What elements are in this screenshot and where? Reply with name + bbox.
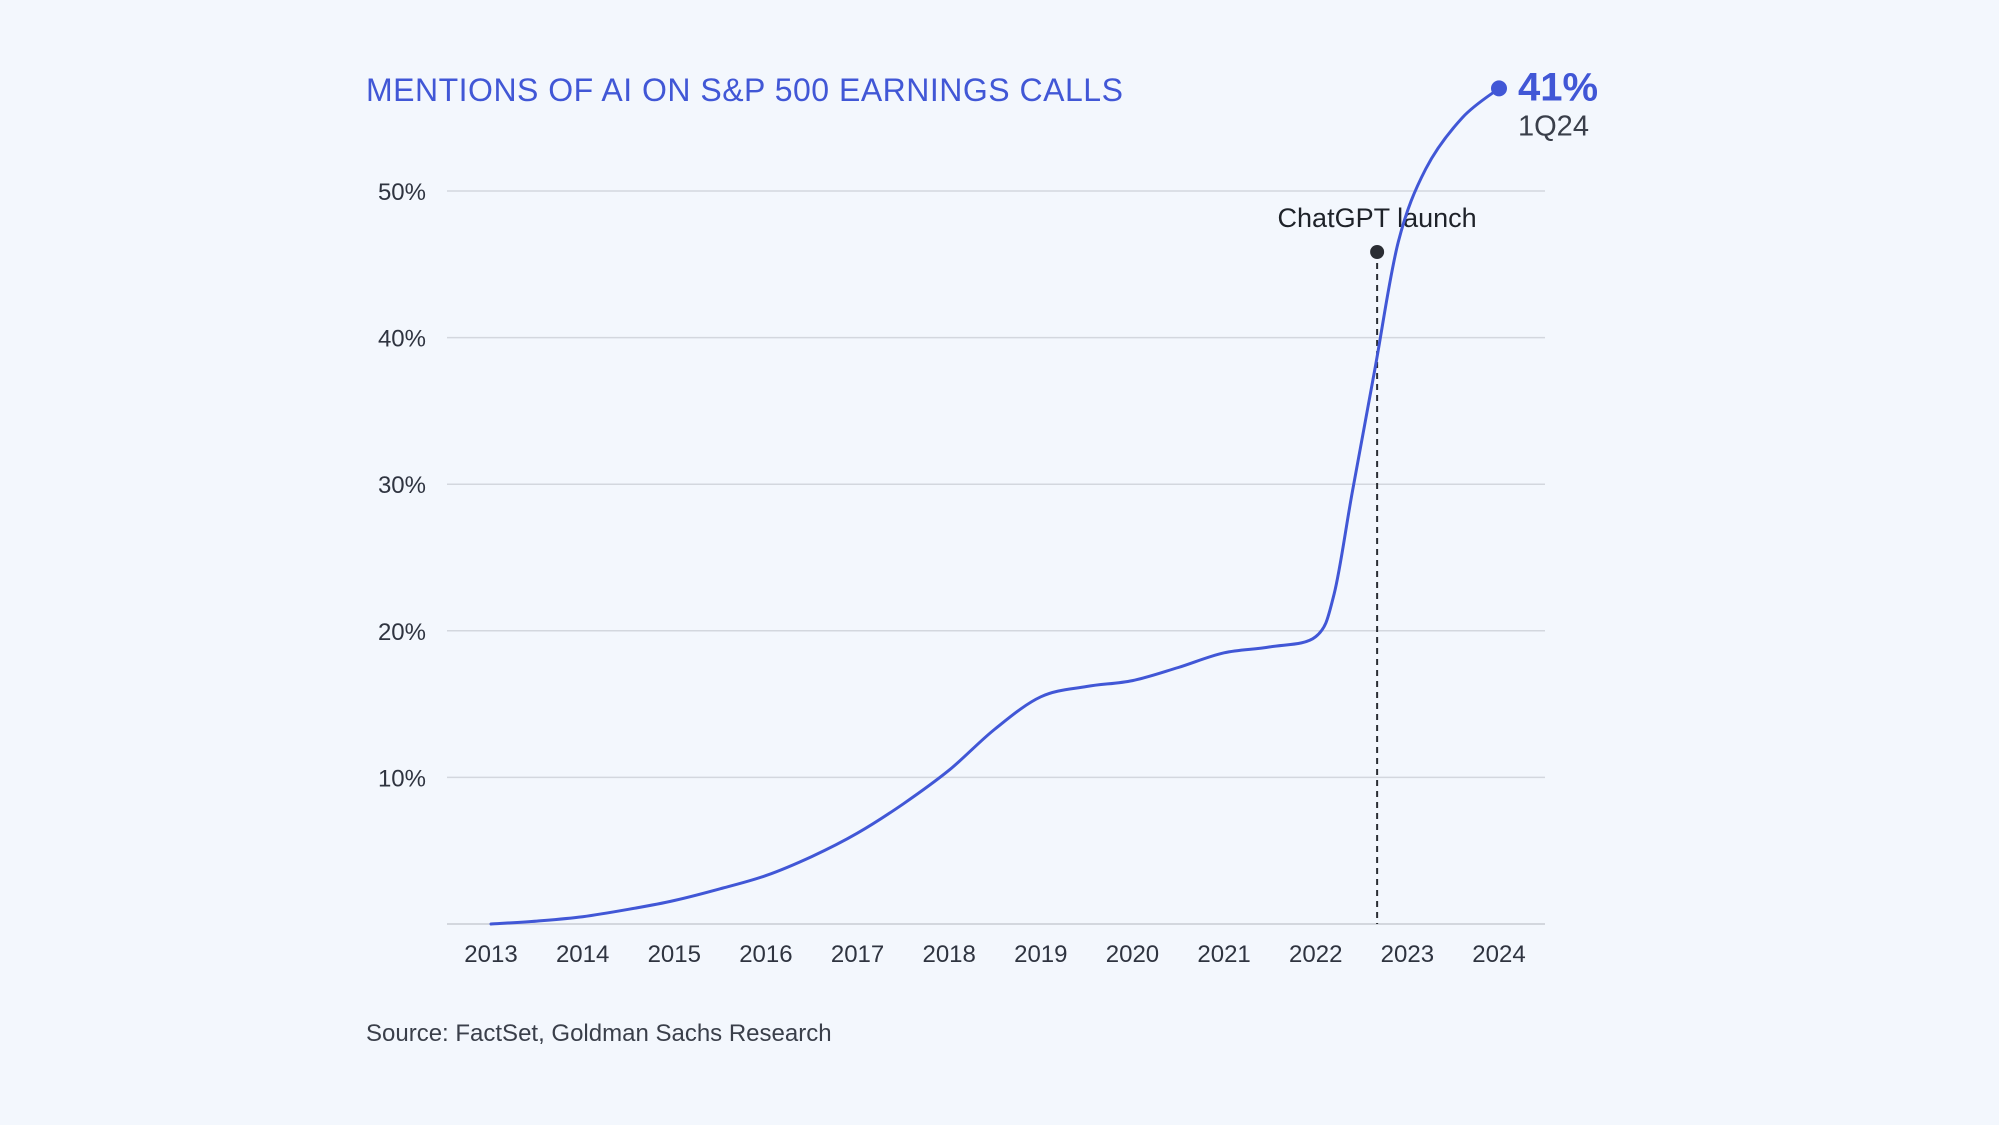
gridlines [447,190,1545,925]
x-tick-label: 2015 [648,941,701,968]
y-axis-ticks: 10% 20% 30% 40% 50% [378,179,426,792]
x-tick-label: 2022 [1289,941,1342,968]
x-tick-label: 2018 [922,941,975,968]
y-tick-label: 50% [378,179,426,206]
x-tick-label: 2021 [1197,941,1250,968]
end-point-marker [1491,80,1507,97]
x-tick-label: 2020 [1106,941,1159,968]
y-tick-label: 30% [378,472,426,499]
end-label: 41%1Q24 [1518,65,1598,142]
x-tick-label: 2019 [1014,941,1067,968]
source-note: Source: FactSet, Goldman Sachs Research [366,1020,832,1047]
x-axis-ticks: 2013 2014 2015 2016 2017 2018 2019 2020 2021 2022… [464,941,1525,968]
x-tick-label: 2016 [739,941,792,968]
annotations: ChatGPT launch [1278,203,1477,924]
y-tick-label: 40% [378,326,426,353]
y-tick-label: 20% [378,619,426,646]
x-tick-label: 2017 [831,941,884,968]
x-tick-label: 2024 [1472,941,1525,968]
x-tick-label: 2023 [1381,941,1434,968]
annotation-label: ChatGPT launch [1278,203,1477,233]
series-line [489,86,1501,926]
end-value-label: 41% [1518,65,1598,109]
series [489,80,1507,926]
end-period-label: 1Q24 [1518,110,1589,142]
annotation-marker [1370,245,1385,259]
y-tick-label: 10% [378,765,426,792]
x-tick-label: 2013 [464,941,517,968]
chart-title: MENTIONS OF AI ON S&P 500 EARNINGS CALLS [366,72,1124,108]
x-tick-label: 2014 [556,941,609,968]
